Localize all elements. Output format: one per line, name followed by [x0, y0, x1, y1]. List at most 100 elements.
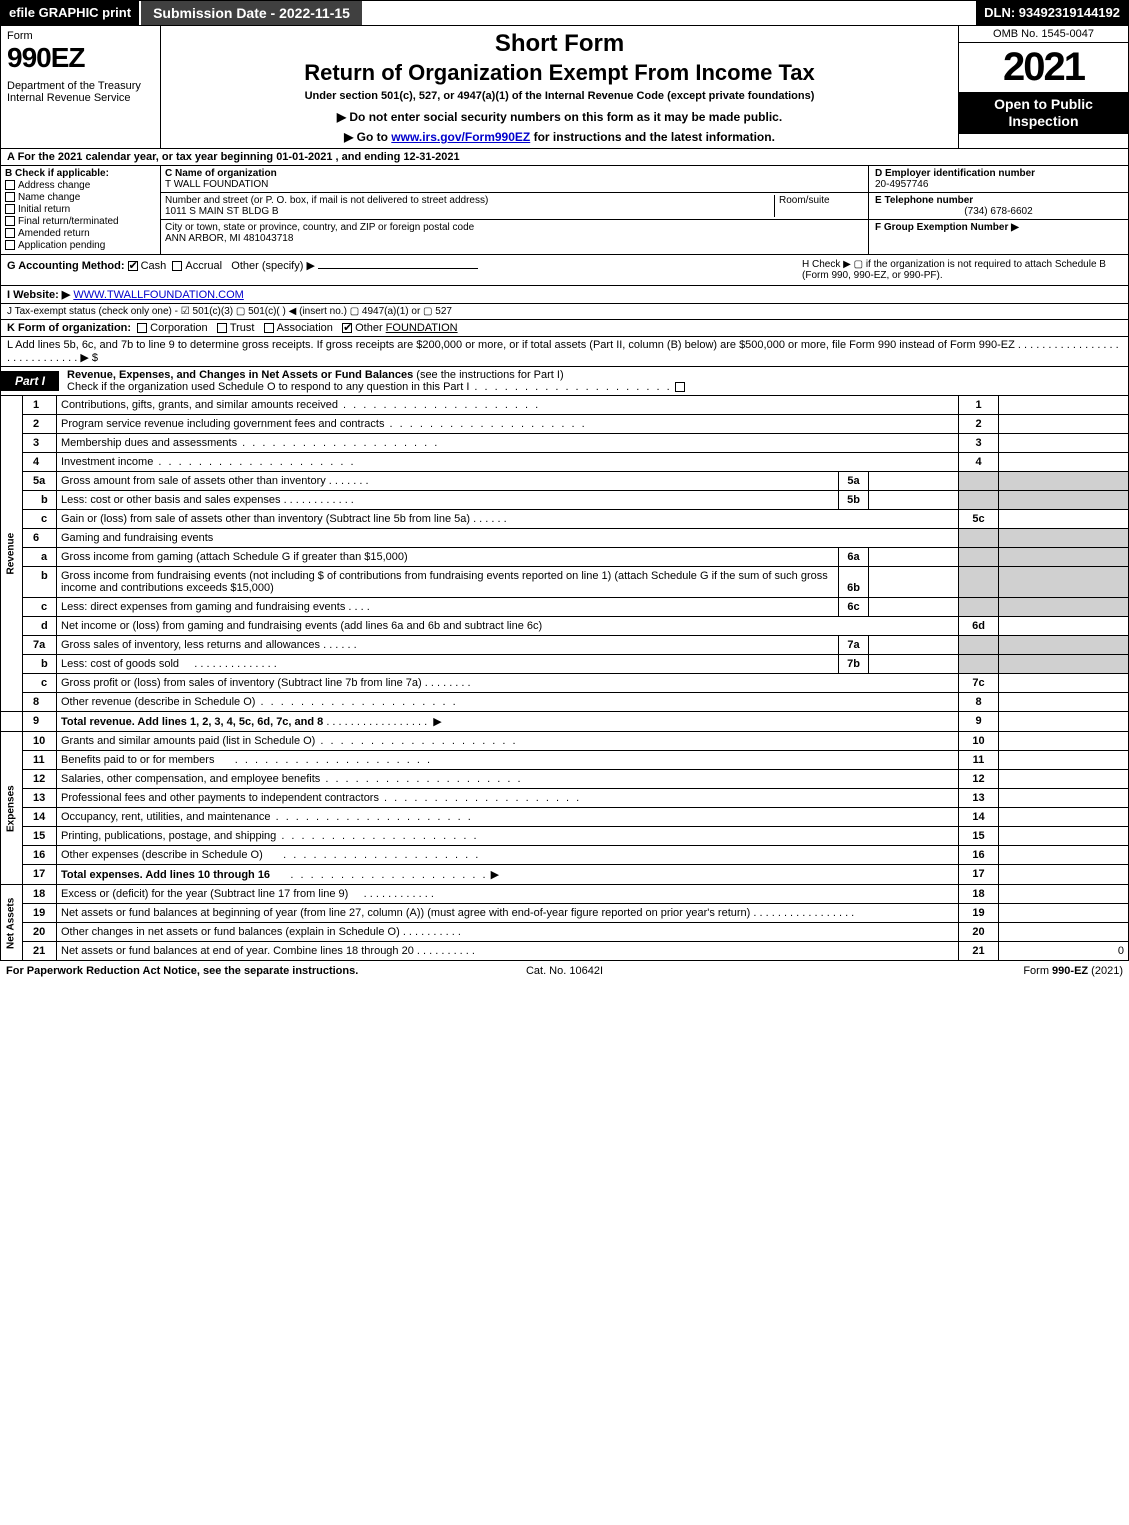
- c-street-label: Number and street (or P. O. box, if mail…: [165, 195, 774, 206]
- line-rn-shade: [959, 548, 999, 567]
- line-rn: 2: [959, 415, 999, 434]
- line-desc: Investment income: [57, 453, 959, 472]
- open-inspection: Open to Public Inspection: [959, 92, 1128, 134]
- org-street: 1011 S MAIN ST BLDG B: [165, 206, 774, 217]
- cb-trust[interactable]: [217, 323, 227, 333]
- line-rv: [999, 751, 1129, 770]
- cb-application-pending[interactable]: Application pending: [5, 240, 156, 251]
- line-desc: Gain or (loss) from sale of assets other…: [57, 510, 959, 529]
- mid-val: [869, 655, 959, 674]
- irs-link[interactable]: www.irs.gov/Form990EZ: [391, 130, 530, 144]
- line-rv: [999, 434, 1129, 453]
- line-rv: [999, 415, 1129, 434]
- line-desc: Program service revenue including govern…: [57, 415, 959, 434]
- section-g: G Accounting Method: Cash Accrual Other …: [7, 259, 802, 281]
- line-rn: 16: [959, 846, 999, 865]
- org-name: T WALL FOUNDATION: [165, 179, 864, 190]
- footer-right-bold: 990-EZ: [1052, 965, 1088, 977]
- line-rv: [999, 904, 1129, 923]
- line-num: 17: [23, 865, 57, 885]
- efile-label: efile GRAPHIC print: [1, 1, 139, 25]
- cb-amended-return[interactable]: Amended return: [5, 228, 156, 239]
- line-num: 6: [23, 529, 57, 548]
- part1-tag: Part I: [1, 371, 59, 391]
- mid-val: [869, 598, 959, 617]
- cb-address-change[interactable]: Address change: [5, 180, 156, 191]
- line-num: 5a: [23, 472, 57, 491]
- line-rn: 9: [959, 712, 999, 732]
- line-num: 1: [23, 396, 57, 415]
- line-rn-shade: [959, 598, 999, 617]
- line-rv-shade: [999, 567, 1129, 598]
- line-rv: [999, 732, 1129, 751]
- line-rv: [999, 865, 1129, 885]
- line-rn: 19: [959, 904, 999, 923]
- line-num: 14: [23, 808, 57, 827]
- cb-assoc[interactable]: [264, 323, 274, 333]
- section-k: K Form of organization: Corporation Trus…: [0, 320, 1129, 337]
- mid-num: 6a: [839, 548, 869, 567]
- cb-label: Address change: [18, 180, 90, 191]
- cb-schedule-o[interactable]: [675, 382, 685, 392]
- cb-cash[interactable]: [128, 261, 138, 271]
- cb-other-org[interactable]: [342, 323, 352, 333]
- ein-value: 20-4957746: [875, 179, 928, 190]
- mid-val: [869, 548, 959, 567]
- section-a: A For the 2021 calendar year, or tax yea…: [0, 149, 1129, 166]
- line-num: 9: [23, 712, 57, 732]
- cb-label: Amended return: [18, 228, 90, 239]
- ssn-warning: ▶ Do not enter social security numbers o…: [171, 110, 948, 124]
- cb-label: Initial return: [18, 204, 70, 215]
- line-desc: Gross sales of inventory, less returns a…: [57, 636, 839, 655]
- other-org-label: Other: [355, 322, 383, 334]
- line-rv: [999, 885, 1129, 904]
- line-num: 18: [23, 885, 57, 904]
- cb-label: Final return/terminated: [18, 216, 119, 227]
- dln-label: DLN: 93492319144192: [976, 1, 1128, 25]
- footer-right-pre: Form: [1023, 965, 1052, 977]
- under-section: Under section 501(c), 527, or 4947(a)(1)…: [171, 90, 948, 102]
- f-header: F Group Exemption Number ▶: [875, 222, 1019, 233]
- line-rn: 20: [959, 923, 999, 942]
- line-rn: 7c: [959, 674, 999, 693]
- cb-initial-return[interactable]: Initial return: [5, 204, 156, 215]
- line-num: 11: [23, 751, 57, 770]
- line-desc: Total revenue. Add lines 1, 2, 3, 4, 5c,…: [57, 712, 959, 732]
- part1-title-bold: Revenue, Expenses, and Changes in Net As…: [67, 369, 413, 381]
- footer-right: Form 990-EZ (2021): [751, 965, 1123, 977]
- mid-num: 5a: [839, 472, 869, 491]
- line-desc: Less: cost of goods sold . . . . . . . .…: [57, 655, 839, 674]
- c-name-label: C Name of organization: [165, 168, 864, 179]
- omb-number: OMB No. 1545-0047: [959, 26, 1128, 43]
- b-header: B Check if applicable:: [5, 168, 156, 179]
- g-label: G Accounting Method:: [7, 260, 125, 272]
- line-rv: [999, 396, 1129, 415]
- line-rn-shade: [959, 529, 999, 548]
- i-label: I Website: ▶: [7, 289, 70, 301]
- revenue-label: Revenue: [1, 396, 23, 712]
- cb-corp[interactable]: [137, 323, 147, 333]
- other-specify-line: [318, 268, 478, 269]
- part1-check: Check if the organization used Schedule …: [67, 381, 469, 393]
- cb-name-change[interactable]: Name change: [5, 192, 156, 203]
- line-num: d: [23, 617, 57, 636]
- spacer: [362, 1, 976, 25]
- cb-accrual[interactable]: [172, 261, 182, 271]
- netassets-label: Net Assets: [1, 885, 23, 961]
- line-rv: [999, 712, 1129, 732]
- website-link[interactable]: WWW.TWALLFOUNDATION.COM: [73, 289, 243, 301]
- line-num: 15: [23, 827, 57, 846]
- footer-left: For Paperwork Reduction Act Notice, see …: [6, 965, 378, 977]
- line-desc: Net income or (loss) from gaming and fun…: [57, 617, 959, 636]
- line-rv: [999, 827, 1129, 846]
- line-rv-shade: [999, 598, 1129, 617]
- line-rn: 12: [959, 770, 999, 789]
- cash-label: Cash: [141, 260, 167, 272]
- cb-final-return[interactable]: Final return/terminated: [5, 216, 156, 227]
- mid-num: 7b: [839, 655, 869, 674]
- line-rn-shade: [959, 567, 999, 598]
- line-desc: Excess or (deficit) for the year (Subtra…: [57, 885, 959, 904]
- line-num: 16: [23, 846, 57, 865]
- line-num: 20: [23, 923, 57, 942]
- line-rn: 17: [959, 865, 999, 885]
